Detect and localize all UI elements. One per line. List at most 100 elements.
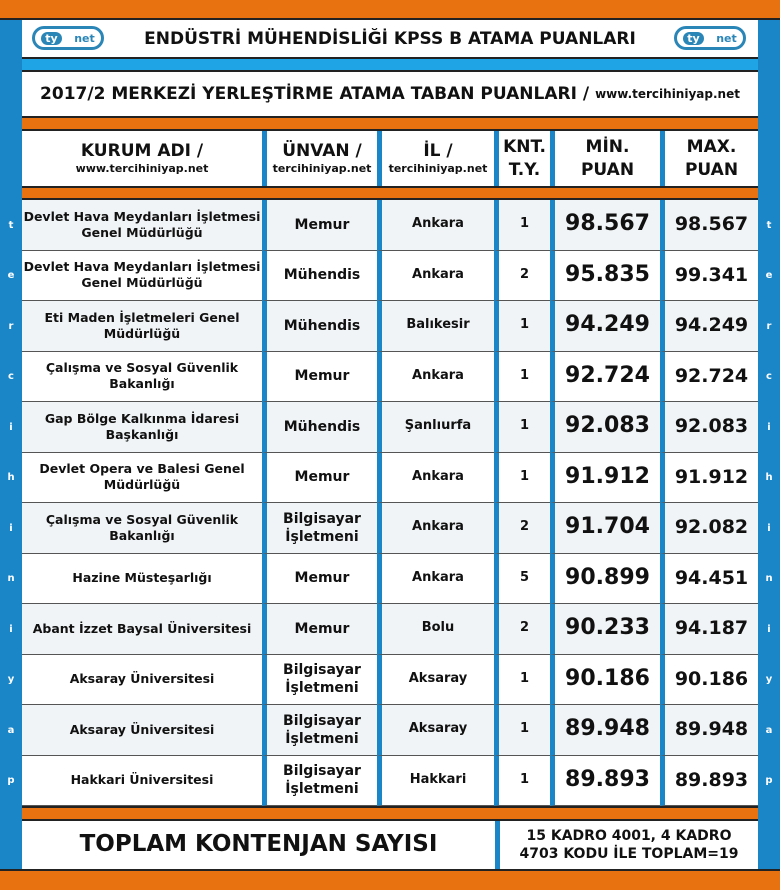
cell-title: Mühendis [262, 301, 377, 352]
cell-institution: Devlet Hava Meydanları İşletmesi Genel M… [22, 250, 262, 301]
divider [22, 116, 758, 131]
cell-max-score: 94.187 [660, 604, 758, 655]
cell-quota: 5 [494, 553, 550, 604]
cell-min-score: 90.899 [550, 553, 660, 604]
divider [22, 806, 758, 821]
header-il: İL / tercihiniyap.net [377, 131, 494, 186]
cell-min-score: 94.249 [550, 301, 660, 352]
cell-title: Mühendis [262, 402, 377, 453]
cell-quota: 2 [494, 503, 550, 554]
cell-min-score: 92.724 [550, 351, 660, 402]
side-letter: i [9, 623, 13, 635]
total-label: TOPLAM KONTENJAN SAYISI [22, 821, 495, 869]
side-letters-right: t e r c i h i n i y a p [758, 200, 780, 806]
table-row: Çalışma ve Sosyal Güvenlik Bakanlığı Memu… [22, 351, 758, 402]
cell-institution: Çalışma ve Sosyal Güvenlik Bakanlığı [22, 503, 262, 554]
side-letter: n [7, 573, 15, 585]
table-row: Hakkari Üniversitesi Bilgisayar İşletmeni… [22, 755, 758, 806]
table-row: Aksaray Üniversitesi Bilgisayar İşletmeni… [22, 705, 758, 756]
side-letter: y [765, 674, 773, 686]
cell-quota: 1 [494, 351, 550, 402]
cell-city: Ankara [377, 553, 494, 604]
side-letter: t [766, 219, 772, 231]
cell-institution: Devlet Opera ve Balesi Genel Müdürlüğü [22, 452, 262, 503]
cell-max-score: 91.912 [660, 452, 758, 503]
cell-institution: Aksaray Üniversitesi [22, 705, 262, 756]
cell-title: Mühendis [262, 250, 377, 301]
side-letter: i [767, 421, 771, 433]
cell-max-score: 94.451 [660, 553, 758, 604]
divider [22, 186, 758, 200]
side-letter: e [7, 270, 15, 282]
table-row: Çalışma ve Sosyal Güvenlik Bakanlığı Bilg… [22, 503, 758, 554]
cell-min-score: 90.186 [550, 654, 660, 705]
table-row: Devlet Hava Meydanları İşletmesi Genel M… [22, 200, 758, 251]
side-letter: i [9, 421, 13, 433]
side-letter: i [767, 522, 771, 534]
cell-title: Memur [262, 351, 377, 402]
cell-city: Ankara [377, 503, 494, 554]
subtitle: 2017/2 MERKEZİ YERLEŞTİRME ATAMA TABAN P… [40, 84, 590, 104]
side-letter: a [765, 724, 773, 736]
cell-min-score: 91.704 [550, 503, 660, 554]
cell-min-score: 90.233 [550, 604, 660, 655]
cell-institution: Devlet Hava Meydanları İşletmesi Genel M… [22, 200, 262, 251]
top-band [0, 0, 780, 20]
cell-city: Ankara [377, 250, 494, 301]
cell-city: Balıkesir [377, 301, 494, 352]
side-letter: y [7, 674, 15, 686]
divider [22, 57, 758, 72]
table-header: KURUM ADI / www.tercihiniyap.net ÜNVAN / t… [22, 131, 758, 186]
side-letter: p [7, 775, 15, 787]
cell-city: Şanlıurfa [377, 402, 494, 453]
total-value: 15 KADRO 4001, 4 KADRO 4703 KODU İLE TOPL… [495, 821, 758, 869]
cell-min-score: 89.948 [550, 705, 660, 756]
side-letter: n [765, 573, 773, 585]
cell-max-score: 89.893 [660, 755, 758, 806]
cell-quota: 1 [494, 301, 550, 352]
cell-institution: Eti Maden İşletmeleri Genel Müdürlüğü [22, 301, 262, 352]
side-letter: c [8, 371, 14, 383]
cell-institution: Hakkari Üniversitesi [22, 755, 262, 806]
side-letter: h [7, 472, 15, 484]
cell-title: Memur [262, 604, 377, 655]
side-letter: i [767, 623, 771, 635]
cell-min-score: 89.893 [550, 755, 660, 806]
cell-institution: Aksaray Üniversitesi [22, 654, 262, 705]
side-letter: h [765, 472, 773, 484]
cell-max-score: 99.341 [660, 250, 758, 301]
table-row: Devlet Opera ve Balesi Genel Müdürlüğü Me… [22, 452, 758, 503]
cell-min-score: 92.083 [550, 402, 660, 453]
cell-city: Bolu [377, 604, 494, 655]
cell-max-score: 90.186 [660, 654, 758, 705]
cell-quota: 1 [494, 452, 550, 503]
cell-quota: 2 [494, 250, 550, 301]
page-title: ENDÜSTRİ MÜHENDİSLİĞİ KPSS B ATAMA PUANL… [144, 28, 636, 49]
cell-max-score: 89.948 [660, 705, 758, 756]
cell-title: Bilgisayar İşletmeni [262, 705, 377, 756]
side-letters-left: t e r c i h i n i y a p [0, 200, 22, 806]
cell-quota: 1 [494, 402, 550, 453]
cell-title: Memur [262, 553, 377, 604]
logo-right: ty net [674, 26, 746, 50]
cell-institution: Hazine Müsteşarlığı [22, 553, 262, 604]
cell-institution: Abant İzzet Baysal Üniversitesi [22, 604, 262, 655]
cell-city: Hakkari [377, 755, 494, 806]
side-letter: t [8, 219, 14, 231]
cell-quota: 1 [494, 200, 550, 251]
cell-max-score: 92.083 [660, 402, 758, 453]
header-unvan: ÜNVAN / tercihiniyap.net [262, 131, 377, 186]
cell-min-score: 91.912 [550, 452, 660, 503]
cell-max-score: 92.082 [660, 503, 758, 554]
table-row: Eti Maden İşletmeleri Genel Müdürlüğü Müh… [22, 301, 758, 352]
side-letter: r [766, 320, 772, 332]
table-row: Devlet Hava Meydanları İşletmesi Genel M… [22, 250, 758, 301]
cell-institution: Gap Bölge Kalkınma İdaresi Başkanlığı [22, 402, 262, 453]
logo-left: ty net [32, 26, 104, 50]
subtitle-site: www.tercihiniyap.net [595, 87, 740, 101]
header-max: MAX. PUAN [660, 131, 758, 186]
cell-max-score: 98.567 [660, 200, 758, 251]
cell-city: Aksaray [377, 654, 494, 705]
cell-city: Ankara [377, 452, 494, 503]
side-letter: a [7, 724, 15, 736]
